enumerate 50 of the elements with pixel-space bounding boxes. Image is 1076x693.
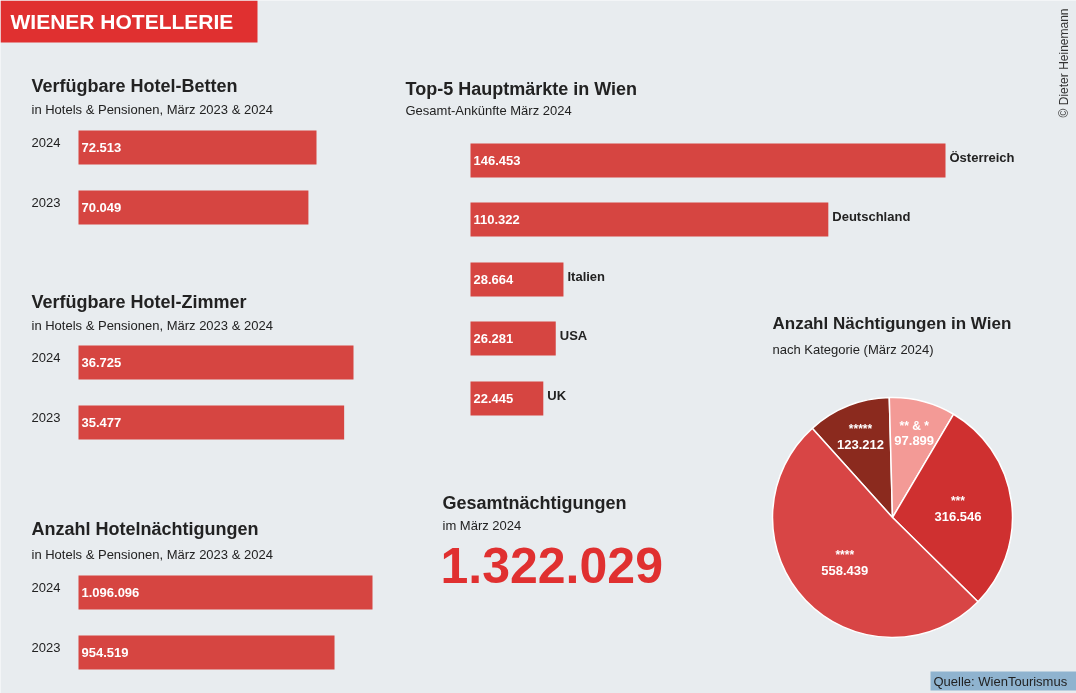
chart-title: Verfügbare Hotel-Zimmer [31, 291, 247, 312]
chart-subtitle: in Hotels & Pensionen, März 2023 & 2024 [31, 547, 273, 562]
data-label: 28.664 [473, 272, 515, 287]
source-note: Quelle: WienTourismus [933, 674, 1068, 689]
data-label: 35.477 [81, 415, 122, 430]
y-tick-label: Österreich [949, 150, 1015, 165]
text: © Dieter Heinemann [1056, 8, 1071, 118]
text: im März 2024 [442, 518, 522, 533]
data-label: 1.096.096 [81, 585, 140, 600]
y-tick-label: USA [559, 328, 588, 343]
y-tick-label: UK [547, 388, 567, 403]
data-label: 36.725 [81, 355, 122, 370]
chart-subtitle: in Hotels & Pensionen, März 2023 & 2024 [31, 318, 273, 333]
chart-title: Top-5 Hauptmärkte in Wien [405, 78, 638, 99]
y-tick-label: Italien [567, 269, 606, 284]
text: WIENER HOTELLERIE [10, 10, 234, 33]
bar [470, 143, 946, 178]
slice-label: ***** [848, 422, 873, 437]
bar [470, 321, 556, 356]
chart-title: Anzahl Nächtigungen in Wien [772, 314, 1012, 333]
slice-label: ** & * [899, 418, 930, 433]
data-label: 316.546 [934, 508, 982, 524]
text: 1.322.029 [440, 538, 663, 594]
slice-label: **** [835, 548, 855, 563]
data-label: 22.445 [473, 391, 514, 406]
data-label: 123.212 [836, 436, 884, 452]
data-label: 26.281 [473, 331, 514, 346]
y-tick-label: 2023 [31, 410, 61, 425]
chart-subtitle: nach Kategorie (März 2024) [772, 342, 934, 357]
bar [470, 202, 829, 237]
data-label: 558.439 [821, 562, 869, 578]
data-label: 72.513 [81, 140, 122, 155]
y-tick-label: 2023 [31, 640, 61, 655]
data-label: 146.453 [473, 153, 521, 168]
y-tick-label: 2024 [31, 580, 61, 595]
data-label: 110.322 [473, 212, 520, 227]
chart-subtitle: in Hotels & Pensionen, März 2023 & 2024 [31, 102, 273, 117]
chart-subtitle: Gesamt-Ankünfte März 2024 [405, 103, 572, 118]
chart-title: Anzahl Hotelnächtigungen [31, 518, 259, 539]
data-label: 97.899 [894, 433, 935, 449]
y-tick-label: Deutschland [832, 209, 911, 224]
data-label: 70.049 [81, 200, 122, 215]
y-tick-label: 2024 [31, 135, 61, 150]
text: Gesamtnächtigungen [442, 492, 627, 513]
y-tick-label: 2024 [31, 350, 61, 365]
chart-title: Verfügbare Hotel-Betten [31, 75, 238, 96]
bar [470, 262, 564, 297]
y-tick-label: 2023 [31, 195, 61, 210]
slice-label: *** [950, 494, 966, 508]
data-label: 954.519 [81, 645, 129, 660]
